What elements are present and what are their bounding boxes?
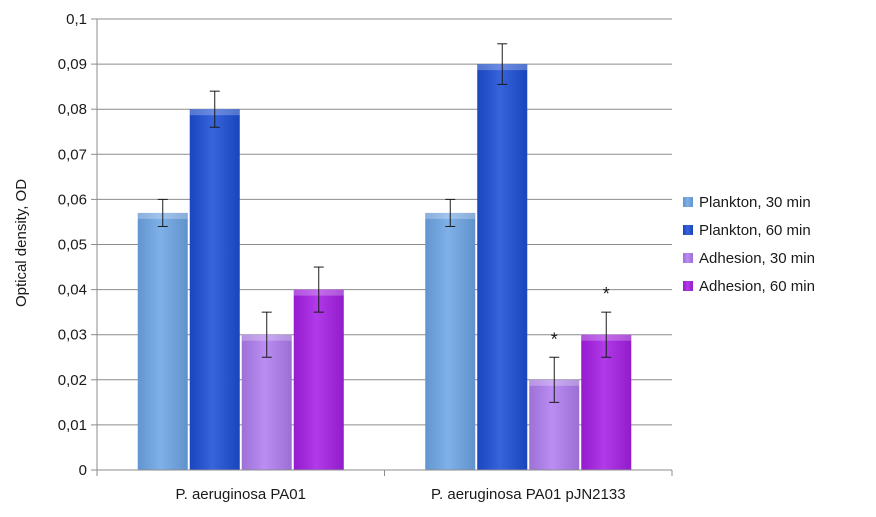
bars bbox=[137, 64, 632, 470]
error-bar bbox=[601, 311, 612, 358]
axes: 0 0,01 0,02 0,03 0,04 0,05 0,06 0,07 0,08 0,09 0,1… bbox=[58, 11, 673, 503]
error-bar bbox=[549, 356, 560, 403]
legend-item: Plankton, 30 min bbox=[683, 194, 811, 211]
y-tick-label: 0,09 bbox=[58, 56, 87, 73]
legend-swatch-shading bbox=[683, 225, 693, 235]
y-tick-label: 0 bbox=[79, 462, 87, 479]
error-bar bbox=[313, 266, 324, 313]
x-category-label: P. aeruginosa PA01 bbox=[176, 486, 306, 503]
error-bar bbox=[445, 198, 456, 227]
y-tick-label: 0,03 bbox=[58, 327, 87, 344]
x-category-label: P. aeruginosa PA01 pJN2133 bbox=[431, 486, 626, 503]
y-tick-label: 0,06 bbox=[58, 191, 87, 208]
y-tick-label: 0,02 bbox=[58, 372, 87, 389]
y-tick-label: 0,07 bbox=[58, 146, 87, 163]
legend-item: Adhesion, 30 min bbox=[683, 250, 815, 267]
bar-shading bbox=[425, 212, 476, 470]
annotations: ** bbox=[551, 284, 610, 349]
bar-shading bbox=[189, 109, 240, 470]
error-bar bbox=[157, 198, 168, 227]
bar bbox=[137, 212, 188, 470]
y-tick-label: 0,08 bbox=[58, 101, 87, 118]
y-tick-label: 0,04 bbox=[58, 282, 87, 299]
y-tick-label: 0,05 bbox=[58, 237, 87, 254]
bar-shading bbox=[477, 64, 528, 470]
legend-swatch-shading bbox=[683, 197, 693, 207]
legend-label: Plankton, 30 min bbox=[699, 194, 811, 211]
bar-shading bbox=[293, 289, 344, 470]
legend-swatch-shading bbox=[683, 281, 693, 291]
legend-item: Adhesion, 60 min bbox=[683, 278, 815, 295]
legend-swatch-shading bbox=[683, 253, 693, 263]
bar-shading bbox=[137, 212, 188, 470]
error-bars bbox=[157, 43, 612, 403]
bar bbox=[477, 64, 528, 470]
legend-label: Adhesion, 30 min bbox=[699, 250, 815, 267]
y-axis-label: Optical density, OD bbox=[13, 179, 30, 307]
error-bar bbox=[497, 43, 508, 85]
bar bbox=[189, 109, 240, 470]
bar bbox=[293, 289, 344, 470]
legend-label: Plankton, 60 min bbox=[699, 222, 811, 239]
error-bar bbox=[261, 311, 272, 358]
bar bbox=[581, 334, 632, 470]
legend: Plankton, 30 min Plankton, 60 min Adhesion… bbox=[683, 194, 815, 295]
legend-label: Adhesion, 60 min bbox=[699, 278, 815, 295]
error-bar bbox=[209, 90, 220, 128]
significance-marker: * bbox=[551, 329, 558, 349]
y-tick-label: 0,01 bbox=[58, 417, 87, 434]
significance-marker: * bbox=[603, 284, 610, 304]
y-tick-label: 0,1 bbox=[66, 11, 87, 28]
bar bbox=[425, 212, 476, 470]
legend-item: Plankton, 60 min bbox=[683, 222, 811, 239]
